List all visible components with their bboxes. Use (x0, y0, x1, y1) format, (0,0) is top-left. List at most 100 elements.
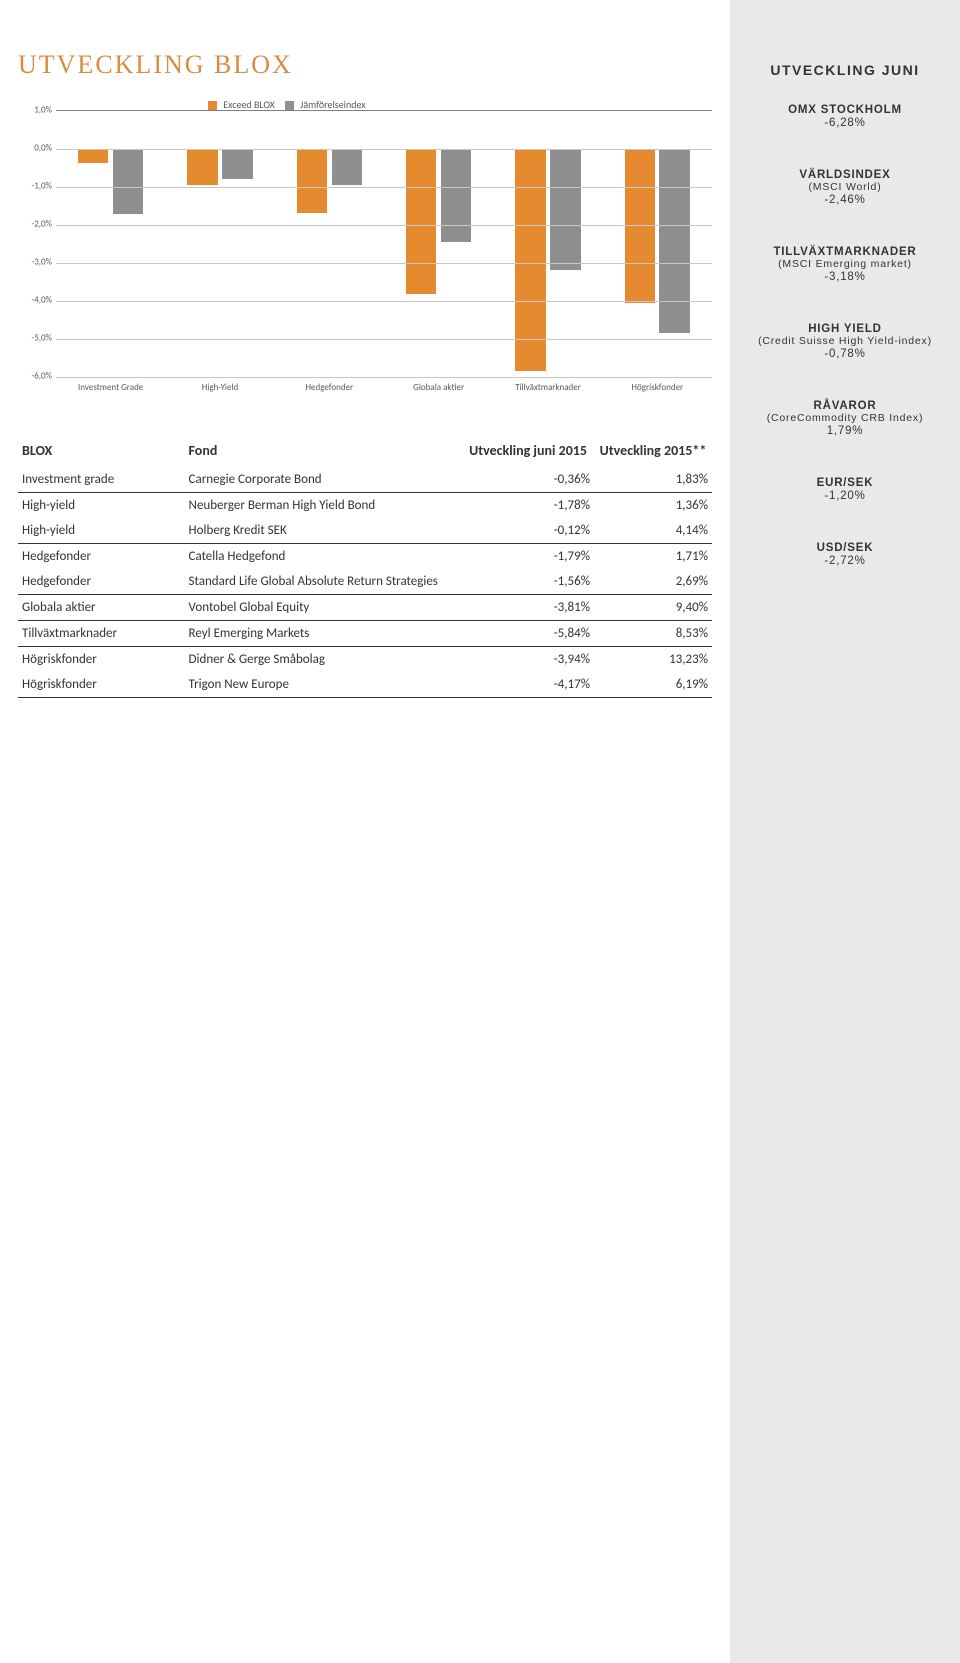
table-row: HögriskfonderDidner & Gerge Småbolag-3,9… (18, 647, 712, 673)
bar-group (603, 111, 712, 376)
sidebar: UTVECKLING JUNI OMX STOCKHOLM-6,28%VÄRLD… (730, 0, 960, 1663)
table-cell: -3,81% (462, 595, 594, 621)
bar (297, 149, 328, 213)
x-tick-label: Hedgefonder (275, 382, 384, 393)
sidebar-metric: HIGH YIELD(Credit Suisse High Yield-inde… (738, 323, 952, 360)
table-row: TillväxtmarknaderReyl Emerging Markets-5… (18, 621, 712, 647)
y-tick-label: -4,0% (31, 295, 52, 306)
table-cell: 9,40% (594, 595, 712, 621)
table-cell: High-yield (18, 493, 185, 519)
metric-title: VÄRLDSINDEX (738, 169, 952, 181)
table-cell: 13,23% (594, 647, 712, 673)
table-header: BLOX (18, 436, 185, 467)
bar (441, 149, 472, 242)
table-row: HedgefonderStandard Life Global Absolute… (18, 569, 712, 595)
table-cell: Vontobel Global Equity (185, 595, 463, 621)
table-cell: 6,19% (594, 672, 712, 698)
y-tick-label: -5,0% (31, 333, 52, 344)
table-cell: Reyl Emerging Markets (185, 621, 463, 647)
table-row: High-yieldNeuberger Berman High Yield Bo… (18, 493, 712, 519)
table-cell: 1,36% (594, 493, 712, 519)
table-cell: 8,53% (594, 621, 712, 647)
bar (222, 149, 253, 179)
table-cell: 4,14% (594, 518, 712, 544)
metric-value: -6,28% (738, 117, 952, 129)
table-cell: -0,12% (462, 518, 594, 544)
table-cell: Holberg Kredit SEK (185, 518, 463, 544)
sidebar-metric: TILLVÄXTMARKNADER(MSCI Emerging market)-… (738, 246, 952, 283)
bar-group (275, 111, 384, 376)
table-cell: 2,69% (594, 569, 712, 595)
table-row: Investment gradeCarnegie Corporate Bond-… (18, 467, 712, 493)
chart-plot-area (56, 110, 712, 376)
x-axis-labels: Investment GradeHigh-YieldHedgefonderGlo… (56, 382, 712, 393)
bar-group (493, 111, 602, 376)
y-tick-label: 0,0% (34, 143, 52, 154)
x-tick-label: Tillväxtmarknader (493, 382, 602, 393)
table-cell: Trigon New Europe (185, 672, 463, 698)
metric-subtitle: (MSCI World) (738, 181, 952, 193)
metric-value: -2,46% (738, 194, 952, 206)
table-body: Investment gradeCarnegie Corporate Bond-… (18, 467, 712, 698)
bar-group (56, 111, 165, 376)
x-tick-label: Globala aktier (384, 382, 493, 393)
gridline (56, 301, 712, 302)
metric-value: -3,18% (738, 271, 952, 283)
fund-table: BLOX Fond Utveckling juni 2015 Utvecklin… (18, 436, 712, 698)
y-tick-label: -2,0% (31, 219, 52, 230)
bar (187, 149, 218, 185)
page-title: UTVECKLING BLOX (18, 50, 712, 80)
legend-swatch (285, 101, 294, 110)
bar (78, 149, 109, 163)
main-column: UTVECKLING BLOX Exceed BLOX Jämförelsein… (0, 0, 730, 1663)
table-cell: -1,56% (462, 569, 594, 595)
table-cell: Hedgefonder (18, 569, 185, 595)
table-cell: Standard Life Global Absolute Return Str… (185, 569, 463, 595)
sidebar-metrics: OMX STOCKHOLM-6,28% VÄRLDSINDEX(MSCI Worl… (738, 104, 952, 567)
sidebar-metric: USD/SEK-2,72% (738, 542, 952, 567)
bar-chart: Exceed BLOX Jämförelseindex 1,0%0,0%-1,0… (18, 98, 712, 408)
metric-title: TILLVÄXTMARKNADER (738, 246, 952, 258)
x-tick-label: Investment Grade (56, 382, 165, 393)
metric-value: -1,20% (738, 490, 952, 502)
table-header: Fond (185, 436, 463, 467)
table-cell: Tillväxtmarknader (18, 621, 185, 647)
metric-value: -2,72% (738, 555, 952, 567)
metric-title: USD/SEK (738, 542, 952, 554)
bar (332, 149, 363, 185)
metric-value: -0,78% (738, 348, 952, 360)
metric-subtitle: (Credit Suisse High Yield-index) (738, 335, 952, 347)
bar-group (384, 111, 493, 376)
table-cell: Globala aktier (18, 595, 185, 621)
table-cell: -0,36% (462, 467, 594, 493)
table-row: HedgefonderCatella Hedgefond-1,79%1,71% (18, 544, 712, 570)
legend-swatch (208, 101, 217, 110)
table-cell: -5,84% (462, 621, 594, 647)
bar (625, 149, 656, 303)
table-cell: Investment grade (18, 467, 185, 493)
metric-title: EUR/SEK (738, 477, 952, 489)
table-cell: Didner & Gerge Småbolag (185, 647, 463, 673)
x-tick-label: Högriskfonder (603, 382, 712, 393)
table-cell: -4,17% (462, 672, 594, 698)
bar-group (165, 111, 274, 376)
table-cell: Hedgefonder (18, 544, 185, 570)
bar-groups (56, 111, 712, 376)
table-header: Utveckling 2015** (594, 436, 712, 467)
gridline (56, 149, 712, 150)
gridline (56, 263, 712, 264)
bar (659, 149, 690, 333)
y-tick-label: -1,0% (31, 181, 52, 192)
table-cell: 1,83% (594, 467, 712, 493)
metric-title: OMX STOCKHOLM (738, 104, 952, 116)
gridline (56, 225, 712, 226)
gridline (56, 377, 712, 378)
bar (550, 149, 581, 270)
metric-subtitle: (MSCI Emerging market) (738, 258, 952, 270)
sidebar-metric: RÅVAROR(CoreCommodity CRB Index)1,79% (738, 400, 952, 437)
table-row: HögriskfonderTrigon New Europe-4,17%6,19… (18, 672, 712, 698)
x-tick-label: High-Yield (165, 382, 274, 393)
table-cell: 1,71% (594, 544, 712, 570)
sidebar-metric: EUR/SEK-1,20% (738, 477, 952, 502)
table-cell: -1,79% (462, 544, 594, 570)
